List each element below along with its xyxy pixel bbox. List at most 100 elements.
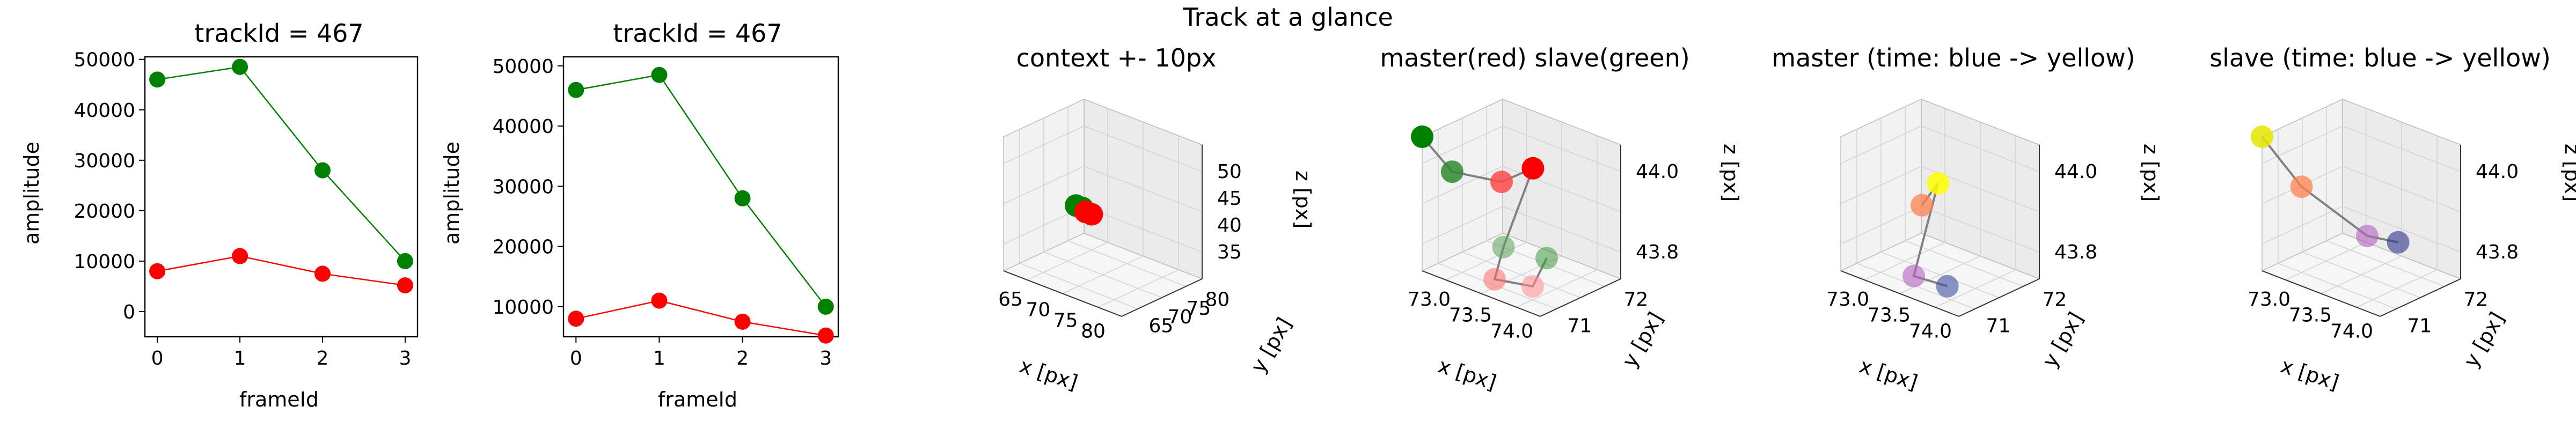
y-tick-label: 40000 bbox=[74, 100, 135, 122]
x-tick-label: 73.0 bbox=[2248, 289, 2290, 310]
y-tick-label: 0 bbox=[123, 301, 135, 323]
series-line bbox=[576, 300, 826, 336]
slave-time-3d-plot: slave (time: blue -> yellow) x [px] y [p… bbox=[2209, 43, 2576, 395]
data-point bbox=[2251, 125, 2273, 148]
grid-line bbox=[1003, 125, 1085, 164]
x-tick-label: 73.5 bbox=[1868, 305, 1911, 327]
data-point bbox=[1535, 247, 1558, 270]
data-point bbox=[149, 71, 166, 88]
y-tick-label: 72 bbox=[2043, 289, 2067, 311]
y-axis-label: amplitude bbox=[20, 142, 43, 245]
grid-line bbox=[2326, 240, 2445, 287]
data-point bbox=[1440, 160, 1463, 183]
plot-frame bbox=[562, 56, 839, 338]
x-axis-line bbox=[1840, 270, 1959, 317]
x-axis-line bbox=[1003, 270, 1122, 317]
data-point bbox=[1411, 125, 1433, 148]
x-tick-label: 74.0 bbox=[1909, 320, 1952, 342]
grid-line bbox=[1880, 252, 2000, 298]
chart-title: slave (time: blue -> yellow) bbox=[2209, 43, 2551, 72]
x-tick-label: 0 bbox=[151, 347, 164, 369]
x-tick-label: 73.0 bbox=[1826, 289, 1869, 310]
z-tick-label: 40 bbox=[1217, 214, 1242, 236]
y-tick-label: 72 bbox=[1624, 289, 1649, 311]
y-tick-label: 10000 bbox=[74, 251, 135, 273]
grid-line bbox=[1422, 166, 1503, 204]
grid-line bbox=[1003, 166, 1085, 204]
x-axis-line bbox=[2262, 270, 2381, 317]
x-axis-label: frameId bbox=[658, 388, 737, 411]
x-axis-label: x [px] bbox=[1857, 354, 1921, 395]
data-point bbox=[2290, 175, 2313, 198]
data-point bbox=[1080, 203, 1103, 226]
grid-line bbox=[1840, 166, 1922, 204]
y-tick-label: 80 bbox=[1205, 289, 1230, 311]
z-tick-label: 43.8 bbox=[2054, 241, 2097, 263]
data-point bbox=[651, 66, 668, 83]
grid-line bbox=[1462, 252, 1581, 298]
grid-line bbox=[1097, 269, 1179, 308]
z-tick-label: 35 bbox=[1217, 241, 1242, 263]
grid-line bbox=[2302, 252, 2421, 298]
z-axis-label: z [px] bbox=[2560, 144, 2576, 202]
z-tick-label: 44.0 bbox=[2476, 161, 2519, 183]
series-line bbox=[157, 255, 406, 286]
plot-frame bbox=[144, 56, 419, 338]
grid-line bbox=[1084, 125, 1203, 172]
data-point bbox=[232, 248, 248, 264]
series-line bbox=[157, 66, 406, 262]
data-point bbox=[314, 265, 331, 282]
x-tick-label: 73.5 bbox=[1449, 305, 1492, 327]
context-3d-plot: context +- 10px x [px] y [px] z [px] 65 7… bbox=[998, 43, 1315, 395]
z-axis-label: z [px] bbox=[1719, 144, 1743, 202]
x-tick-label: 65 bbox=[998, 289, 1023, 310]
y-tick-label: 65 bbox=[1149, 315, 1174, 337]
trajectory-line bbox=[1912, 182, 1948, 287]
x-axis-label: x [px] bbox=[1436, 354, 1499, 395]
y-tick-label: 50000 bbox=[492, 56, 554, 78]
x-tick-label: 73.0 bbox=[1408, 289, 1451, 310]
data-point bbox=[1521, 275, 1544, 298]
trajectory-line bbox=[2261, 136, 2399, 243]
data-point bbox=[651, 292, 668, 309]
z-tick-label: 43.8 bbox=[1636, 241, 1679, 263]
data-point bbox=[568, 82, 584, 98]
data-point bbox=[397, 277, 413, 294]
data-point bbox=[1492, 235, 1515, 258]
y-tick-label: 30000 bbox=[74, 150, 135, 172]
chart-title: trackId = 467 bbox=[613, 19, 782, 48]
grid-line bbox=[1516, 269, 1598, 308]
z-axis-label: z [px] bbox=[2139, 144, 2163, 202]
chart-title: master (time: blue -> yellow) bbox=[1772, 43, 2135, 72]
data-point bbox=[397, 253, 413, 269]
y-tick-label: 40000 bbox=[492, 116, 554, 138]
y-axis-line bbox=[2380, 278, 2461, 317]
y-tick-label: 71 bbox=[1568, 315, 1592, 337]
y-tick-label: 20000 bbox=[74, 201, 135, 223]
grid-line bbox=[1502, 125, 1621, 172]
data-point bbox=[734, 313, 751, 330]
z-tick-label: 43.8 bbox=[2476, 241, 2519, 263]
grid-line bbox=[2356, 269, 2438, 308]
z-axis-label: z [px] bbox=[1291, 171, 1315, 228]
grid-line bbox=[1905, 240, 2024, 287]
x-tick-label: 80 bbox=[1081, 320, 1106, 342]
z-tick-label: 44.0 bbox=[1636, 161, 1679, 183]
x-tick-label: 1 bbox=[234, 347, 246, 369]
y-axis-line bbox=[1540, 278, 1621, 317]
z-tick-label: 44.0 bbox=[2054, 161, 2097, 183]
master-slave-3d-plot: master(red) slave(green) x [px] y [px] z… bbox=[1380, 43, 1743, 395]
data-point bbox=[1490, 171, 1513, 194]
x-tick-label: 3 bbox=[819, 347, 832, 369]
y-axis-label: y [px] bbox=[2038, 308, 2088, 372]
grid-line bbox=[1422, 125, 1503, 164]
y-tick-label: 75 bbox=[1187, 298, 1211, 320]
data-point bbox=[734, 190, 751, 206]
grid-line bbox=[1921, 125, 2040, 172]
data-point bbox=[817, 327, 834, 344]
y-tick-label: 50000 bbox=[74, 49, 135, 71]
data-point bbox=[314, 162, 331, 179]
data-point bbox=[149, 263, 166, 279]
y-tick-label: 20000 bbox=[492, 236, 554, 258]
chart-title: master(red) slave(green) bbox=[1380, 43, 1689, 72]
